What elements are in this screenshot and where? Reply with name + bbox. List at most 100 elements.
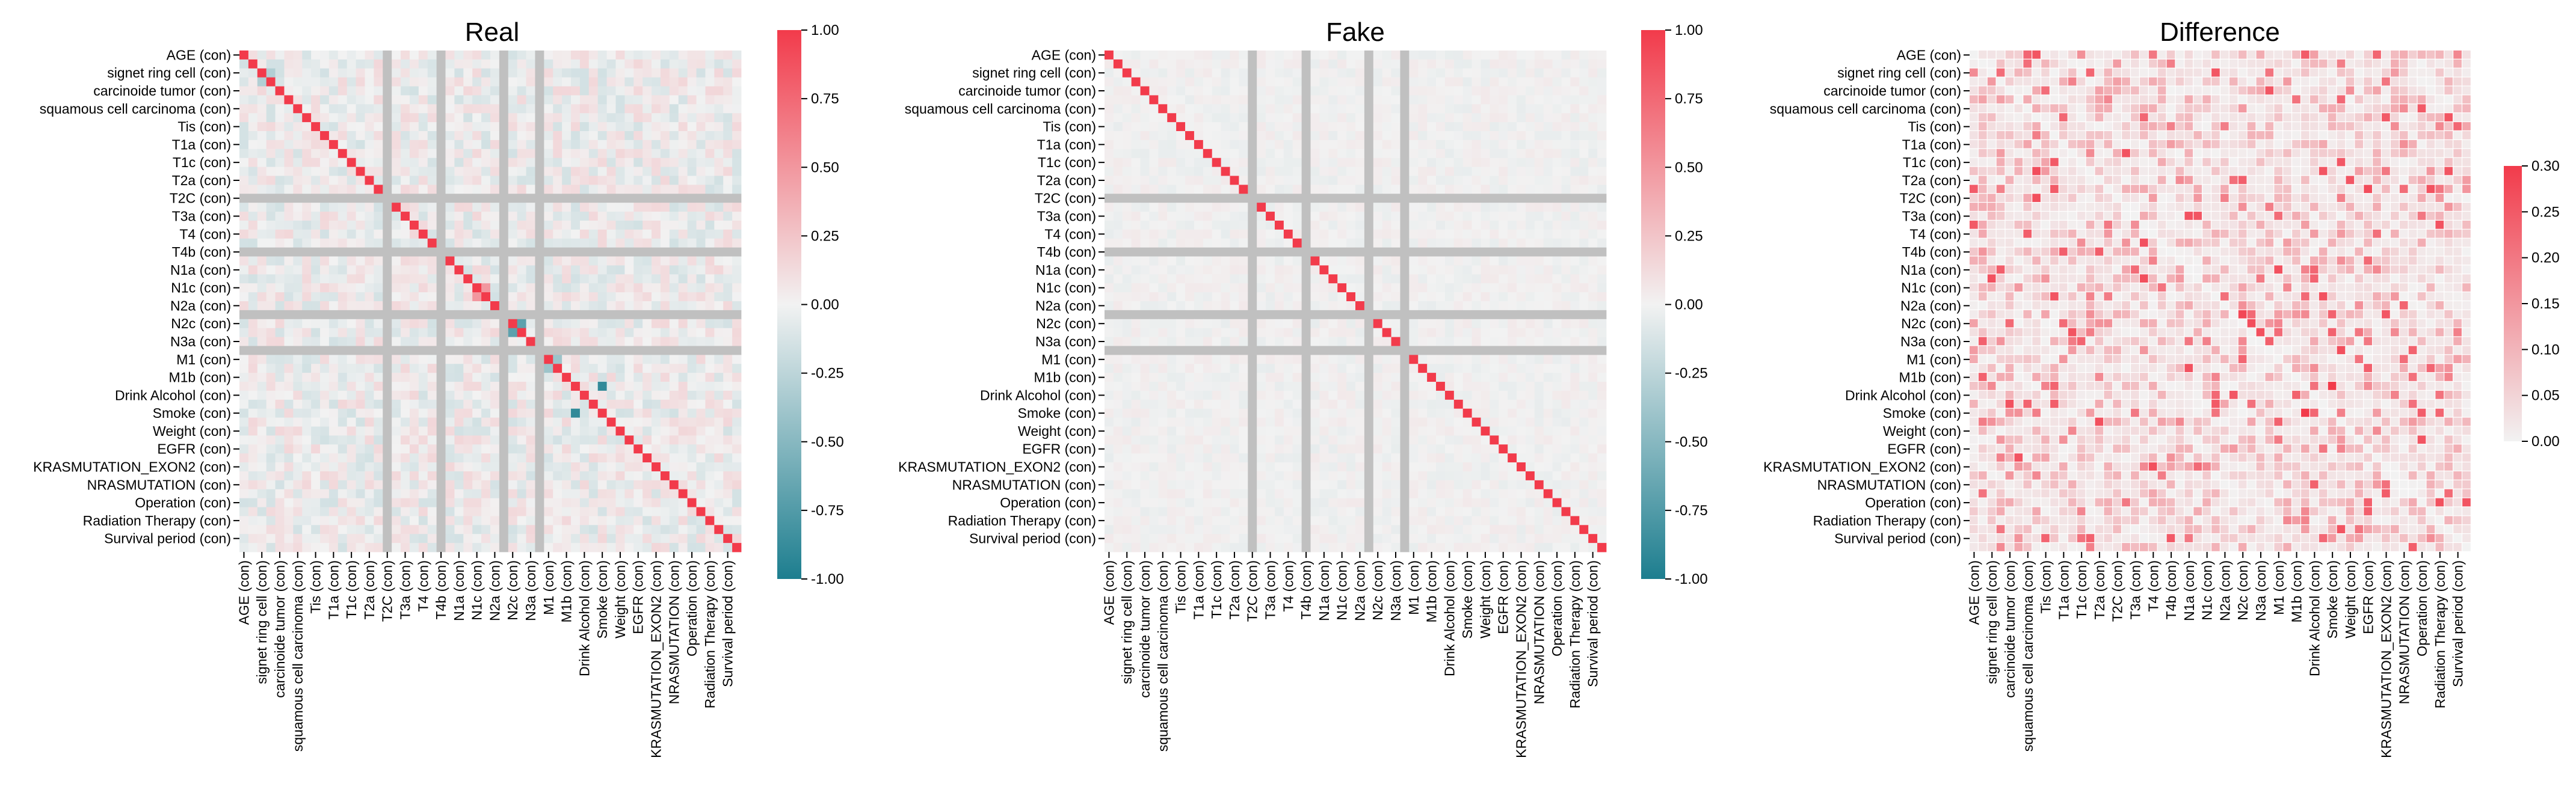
heatmap-cell	[436, 355, 446, 364]
heatmap-cell	[320, 390, 330, 400]
heatmap-cell	[239, 95, 249, 105]
heatmap-cell	[1122, 212, 1132, 221]
heatmap-cell	[293, 122, 303, 132]
heatmap-cell	[678, 176, 688, 185]
heatmap-cell	[1346, 122, 1356, 132]
heatmap-cell	[1409, 301, 1419, 311]
heatmap-cell	[490, 525, 500, 534]
heatmap-cell	[562, 337, 572, 346]
heatmap-cell	[535, 238, 544, 248]
heatmap-cell	[248, 516, 258, 525]
x-tick-label: N1c (con)	[469, 560, 485, 620]
heatmap-cell	[1453, 176, 1464, 185]
heatmap-cell	[1453, 238, 1464, 248]
heatmap-cell	[1552, 238, 1562, 248]
heatmap-cell	[499, 319, 509, 329]
heatmap-cell	[409, 435, 419, 445]
heatmap-cell	[463, 59, 473, 69]
heatmap-cell	[1588, 68, 1598, 78]
heatmap-cell	[481, 86, 491, 96]
heatmap-cell	[1194, 113, 1204, 123]
heatmap-cell	[705, 139, 715, 150]
x-tick-label: Radiation Therapy (con)	[702, 560, 718, 708]
heatmap-cell	[633, 274, 643, 284]
heatmap-cell	[588, 229, 599, 239]
heatmap-cell	[642, 534, 652, 544]
heatmap-cell	[1113, 86, 1123, 96]
heatmap-cell	[239, 480, 249, 490]
heatmap-cell	[1481, 212, 1490, 221]
heatmap-cell	[463, 435, 473, 445]
heatmap-cell	[1517, 301, 1526, 311]
heatmap-cell	[1221, 104, 1230, 114]
heatmap-cell	[1337, 176, 1347, 185]
heatmap-cell	[1364, 77, 1374, 87]
heatmap-cell	[1140, 185, 1150, 194]
heatmap-cell	[633, 408, 643, 418]
heatmap-cell	[562, 534, 572, 544]
heatmap-cell	[472, 158, 482, 167]
heatmap-cell	[588, 471, 599, 481]
heatmap-cell	[1508, 265, 1517, 275]
heatmap-cell	[445, 283, 455, 293]
heatmap-cell	[409, 149, 419, 159]
heatmap-cell	[696, 167, 706, 176]
heatmap-cell	[1436, 113, 1446, 123]
heatmap-cell	[660, 301, 670, 311]
heatmap-cell	[544, 256, 553, 266]
heatmap-cell	[517, 480, 526, 490]
heatmap-cell	[1418, 185, 1428, 194]
heatmap-cell	[633, 417, 643, 427]
heatmap-cell	[732, 59, 742, 69]
heatmap-cell	[597, 390, 607, 400]
heatmap-cell	[544, 355, 553, 364]
heatmap-cell	[696, 444, 706, 454]
heatmap-cell	[356, 319, 365, 329]
heatmap-cell	[669, 220, 679, 230]
heatmap-cell	[705, 417, 715, 427]
heatmap-cell	[1525, 51, 1535, 60]
heatmap-cell	[660, 382, 670, 391]
heatmap-cell	[1490, 122, 1499, 132]
y-tick-label: N2a (con)	[170, 298, 231, 313]
heatmap-cell	[705, 444, 715, 454]
heatmap-cell	[337, 59, 348, 69]
heatmap-cell	[1570, 283, 1580, 293]
heatmap-cell	[1149, 77, 1159, 87]
heatmap-cell	[1391, 149, 1400, 159]
heatmap-cell	[463, 408, 473, 418]
heatmap-cell	[337, 256, 348, 266]
heatmap-cell	[311, 346, 321, 355]
heatmap-cell	[1382, 122, 1391, 132]
heatmap-cell	[615, 346, 625, 355]
heatmap-cell	[1283, 283, 1293, 293]
heatmap-cell	[320, 122, 330, 132]
y-tick-label: M1b (con)	[168, 370, 231, 385]
heatmap-cell	[723, 355, 733, 364]
heatmap-cell	[481, 185, 491, 194]
heatmap-cell	[320, 176, 330, 185]
heatmap-cell	[1391, 122, 1400, 132]
heatmap-cell	[337, 95, 348, 105]
heatmap-cell	[714, 274, 724, 284]
heatmap-cell	[365, 77, 374, 87]
heatmap-cell	[257, 382, 267, 391]
heatmap-cell	[328, 265, 339, 275]
heatmap-cell	[311, 373, 321, 382]
heatmap-cell	[1266, 283, 1275, 293]
heatmap-cell	[571, 104, 581, 114]
heatmap-cell	[705, 319, 715, 329]
heatmap-cell	[633, 444, 643, 454]
heatmap-cell	[337, 229, 348, 239]
heatmap-cell	[1508, 310, 1517, 320]
heatmap-cell	[660, 274, 670, 284]
heatmap-cell	[401, 346, 410, 355]
heatmap-cell	[562, 319, 572, 329]
heatmap-cell	[1346, 203, 1356, 212]
heatmap-cell	[571, 292, 581, 302]
heatmap-cell	[239, 122, 249, 132]
heatmap-cell	[732, 489, 742, 499]
heatmap-cell	[1149, 167, 1159, 176]
heatmap-cell	[732, 498, 742, 507]
heatmap-cell	[328, 516, 339, 525]
